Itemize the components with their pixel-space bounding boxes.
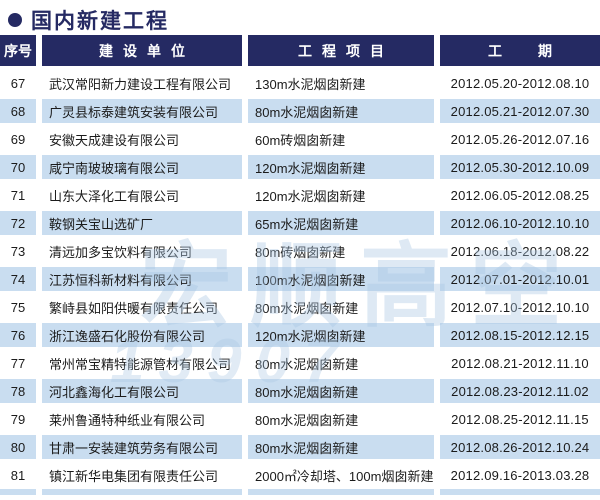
- cell-no: 68: [0, 99, 36, 123]
- cell-company: 繁峙县如阳供暖有限责任公司: [49, 300, 219, 316]
- cell-period: 2012.07.10-2012.10.10: [450, 299, 590, 315]
- cell-period: 2012.09.16-2013.03.28: [450, 467, 590, 483]
- cell-project: 120m水泥烟囱新建: [248, 155, 434, 179]
- cell-no: 72: [0, 211, 36, 235]
- cell-company: 浙江逸盛石化股份有限公司: [42, 323, 242, 347]
- cell-project: 65m水泥烟囱新建: [248, 211, 434, 235]
- cell-project: 80m水泥烟囱新建: [248, 379, 434, 403]
- cell-partial: [42, 489, 242, 495]
- table-row: 76 浙江逸盛石化股份有限公司 120m水泥烟囱新建 2012.08.15-2012.…: [0, 321, 600, 349]
- table-row-partial: [0, 489, 600, 495]
- bullet-icon: [8, 13, 22, 27]
- cell-period: 2012.08.26-2012.10.24: [440, 435, 600, 459]
- cell-period: 2012.08.25-2012.11.15: [451, 411, 589, 427]
- cell-period: 2012.05.30-2012.10.09: [440, 155, 600, 179]
- table-row: 78 河北鑫海化工有限公司 80m水泥烟囱新建 2012.08.23-2012.11.…: [0, 377, 600, 405]
- table-header-row: 序号 建设单位 工程项目 工期: [0, 35, 600, 66]
- cell-period: 2012.05.20-2012.08.10: [450, 75, 590, 91]
- cell-project: 60m砖烟囱新建: [255, 132, 346, 148]
- header-cell-project: 工程项目: [248, 35, 434, 66]
- cell-company: 常州常宝精特能源管材有限公司: [49, 356, 232, 372]
- header-cell-no: 序号: [0, 35, 36, 66]
- cell-company: 广灵县标泰建筑安装有限公司: [42, 99, 242, 123]
- table-row: 81 镇江新华电集团有限责任公司 2000㎡冷却塔、100m烟囱新建 2012.09.…: [0, 461, 600, 489]
- projects-table: 序号 建设单位 工程项目 工期 67 武汉常阳新力建设工程有限公司 130m水泥烟囱…: [0, 35, 600, 495]
- cell-project: 80m水泥烟囱新建: [248, 435, 434, 459]
- cell-company: 武汉常阳新力建设工程有限公司: [49, 76, 232, 92]
- table-row: 72 鞍钢关宝山选矿厂 65m水泥烟囱新建 2012.06.10-2012.10.10: [0, 209, 600, 237]
- cell-no: 76: [0, 323, 36, 347]
- table-row: 69 安徽天成建设有限公司 60m砖烟囱新建 2012.05.26-2012.07.1…: [0, 125, 600, 153]
- cell-no: 80: [0, 435, 36, 459]
- cell-company: 咸宁南玻玻璃有限公司: [42, 155, 242, 179]
- cell-no: 73: [10, 243, 26, 259]
- cell-company: 江苏恒科新材料有限公司: [42, 267, 242, 291]
- cell-project: 80m水泥烟囱新建: [255, 412, 359, 428]
- cell-period: 2012.06.05-2012.08.25: [450, 187, 590, 203]
- table-row: 79 莱州鲁通特种纸业有限公司 80m水泥烟囱新建 2012.08.25-2012.1…: [0, 405, 600, 433]
- cell-project: 80m水泥烟囱新建: [255, 300, 359, 316]
- cell-project: 80m水泥烟囱新建: [255, 356, 359, 372]
- cell-no: 70: [0, 155, 36, 179]
- page-title-text: 国内新建工程: [31, 10, 169, 33]
- cell-no: 81: [10, 467, 26, 483]
- cell-project: 80m砖烟囱新建: [255, 244, 346, 260]
- cell-company: 安徽天成建设有限公司: [49, 132, 180, 148]
- cell-no: 67: [10, 75, 26, 91]
- table-row: 80 甘肃一安装建筑劳务有限公司 80m水泥烟囱新建 2012.08.26-2012.…: [0, 433, 600, 461]
- page-title: 国内新建工程: [0, 0, 600, 34]
- cell-company: 河北鑫海化工有限公司: [42, 379, 242, 403]
- cell-no: 74: [0, 267, 36, 291]
- table-row: 67 武汉常阳新力建设工程有限公司 130m水泥烟囱新建 2012.05.20-201…: [0, 69, 600, 97]
- cell-no: 79: [10, 411, 26, 427]
- cell-company: 甘肃一安装建筑劳务有限公司: [42, 435, 242, 459]
- table-row: 68 广灵县标泰建筑安装有限公司 80m水泥烟囱新建 2012.05.21-2012.…: [0, 97, 600, 125]
- cell-project: 130m水泥烟囱新建: [255, 76, 366, 92]
- cell-partial: [248, 489, 434, 495]
- cell-project: 2000㎡冷却塔、100m烟囱新建: [255, 468, 434, 484]
- cell-company: 莱州鲁通特种纸业有限公司: [49, 412, 206, 428]
- table-row: 74 江苏恒科新材料有限公司 100m水泥烟囱新建 2012.07.01-2012.1…: [0, 265, 600, 293]
- cell-no: 69: [10, 131, 26, 147]
- cell-no: 71: [10, 187, 26, 203]
- table-row: 73 清远加多宝饮料有限公司 80m砖烟囱新建 2012.06.18-2012.08.…: [0, 237, 600, 265]
- cell-project: 80m水泥烟囱新建: [248, 99, 434, 123]
- cell-period: 2012.05.21-2012.07.30: [440, 99, 600, 123]
- table-row: 71 山东大泽化工有限公司 120m水泥烟囱新建 2012.06.05-2012.08…: [0, 181, 600, 209]
- cell-no: 78: [0, 379, 36, 403]
- table-row: 70 咸宁南玻玻璃有限公司 120m水泥烟囱新建 2012.05.30-2012.10…: [0, 153, 600, 181]
- cell-company: 山东大泽化工有限公司: [49, 188, 180, 204]
- cell-partial: [440, 489, 600, 495]
- table-row: 75 繁峙县如阳供暖有限责任公司 80m水泥烟囱新建 2012.07.10-2012.…: [0, 293, 600, 321]
- cell-partial: [0, 489, 36, 495]
- header-cell-company: 建设单位: [42, 35, 242, 66]
- header-cell-period: 工期: [440, 35, 600, 66]
- cell-period: 2012.08.21-2012.11.10: [451, 355, 589, 371]
- cell-no: 75: [10, 299, 26, 315]
- cell-company: 镇江新华电集团有限责任公司: [49, 468, 219, 484]
- cell-period: 2012.05.26-2012.07.16: [450, 131, 590, 147]
- cell-period: 2012.07.01-2012.10.01: [440, 267, 600, 291]
- cell-period: 2012.06.10-2012.10.10: [440, 211, 600, 235]
- cell-period: 2012.06.18-2012.08.22: [450, 243, 590, 259]
- cell-company: 鞍钢关宝山选矿厂: [42, 211, 242, 235]
- cell-project: 120m水泥烟囱新建: [248, 323, 434, 347]
- cell-no: 77: [10, 355, 26, 371]
- cell-company: 清远加多宝饮料有限公司: [49, 244, 193, 260]
- table-row: 77 常州常宝精特能源管材有限公司 80m水泥烟囱新建 2012.08.21-2012…: [0, 349, 600, 377]
- cell-project: 120m水泥烟囱新建: [255, 188, 366, 204]
- table-body: 67 武汉常阳新力建设工程有限公司 130m水泥烟囱新建 2012.05.20-201…: [0, 69, 600, 495]
- cell-period: 2012.08.15-2012.12.15: [440, 323, 600, 347]
- cell-project: 100m水泥烟囱新建: [248, 267, 434, 291]
- cell-period: 2012.08.23-2012.11.02: [440, 379, 600, 403]
